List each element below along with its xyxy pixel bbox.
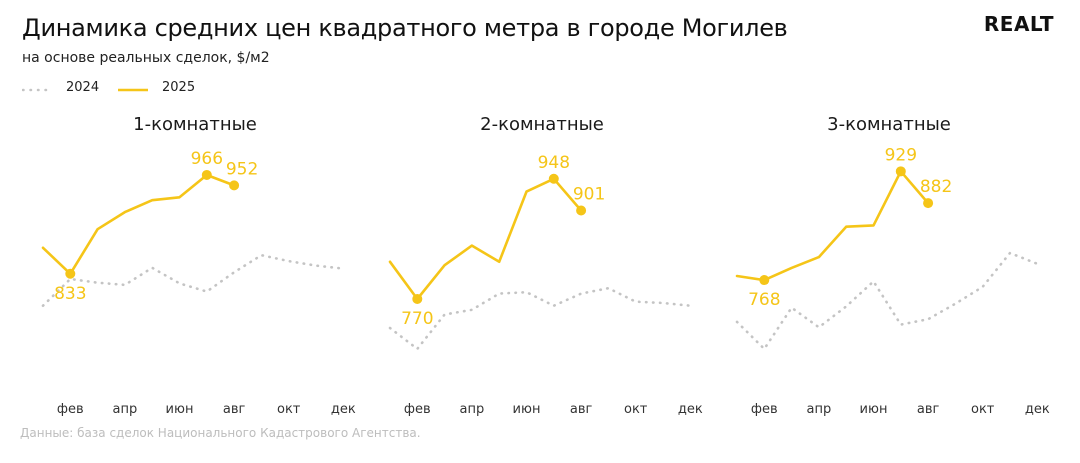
panel-3-x-tick-2: апр [807,402,832,417]
panel-2-x-tick-4: авг [570,402,593,417]
panel-2-x-tick-6: дек [678,402,703,417]
panel-1-x-tick-1: фев [57,402,84,417]
panel-3-point-929 [895,166,906,177]
panel-3-data-label-768: 768 [748,290,780,310]
panel-1-point-952 [229,180,240,191]
panel-2-point-901 [576,205,587,216]
panel-2-title: 2-комнатные [480,114,604,135]
panel-2-point-770 [412,293,423,304]
panel-1-data-label-833: 833 [54,284,86,304]
panel-3-x-tick-5: окт [971,402,995,417]
panel-1-point-966 [201,169,212,180]
panel-1-x-tick-6: дек [331,402,356,417]
chart-subtitle: на основе реальных сделок, $/м2 [22,50,270,66]
panel-2-x-tick-3: июн [513,402,541,417]
realt-logo: REALT [983,12,1054,36]
panel-1-x-tick-2: апр [113,402,138,417]
panel-2-series-2024 [388,286,692,351]
legend-swatch-2025 [118,88,148,92]
panel-1-data-label-966: 966 [191,149,223,169]
panel-1-x-tick-5: окт [277,402,301,417]
panel-1-x-tick-4: авг [223,402,246,417]
panel-2-x-tick-5: окт [624,402,648,417]
panel-2-data-label-770: 770 [401,309,433,329]
panel-3-title: 3-комнатные [827,114,951,135]
panel-3-data-label-929: 929 [885,145,917,165]
panel-3-x-tick-4: авг [917,402,940,417]
panel-2-x-tick-1: фев [404,402,431,417]
chart-title: Динамика средних цен квадратного метра в… [22,14,788,42]
data-source-note: Данные: база сделок Национального Кадаст… [20,426,421,440]
panel-3-series-2025 [735,170,930,282]
panel-3-data-label-882: 882 [920,177,952,197]
panel-3-x-tick-3: июн [860,402,888,417]
panel-1-data-label-952: 952 [226,159,258,179]
panel-1-series-2025 [41,173,236,276]
legend-label-2024: 2024 [66,80,100,95]
panel-2-point-948 [548,173,559,184]
panel-1-x-tick-3: июн [166,402,194,417]
panel-2-series-2025 [388,177,583,301]
legend-label-2025: 2025 [162,80,196,95]
panel-1-point-833 [65,268,76,279]
panel-3-x-tick-1: фев [751,402,778,417]
panel-3-point-882 [923,198,934,209]
panel-1-series-2024 [41,253,345,308]
panel-3-series-2024 [735,251,1039,351]
panel-1-title: 1-комнатные [133,114,257,135]
panel-3-x-tick-6: дек [1025,402,1050,417]
panel-3-point-768 [759,275,770,286]
panel-2-data-label-948: 948 [538,153,570,173]
panel-2-data-label-901: 901 [573,184,605,204]
legend-swatch-2024 [22,88,52,92]
panel-2-x-tick-2: апр [460,402,485,417]
